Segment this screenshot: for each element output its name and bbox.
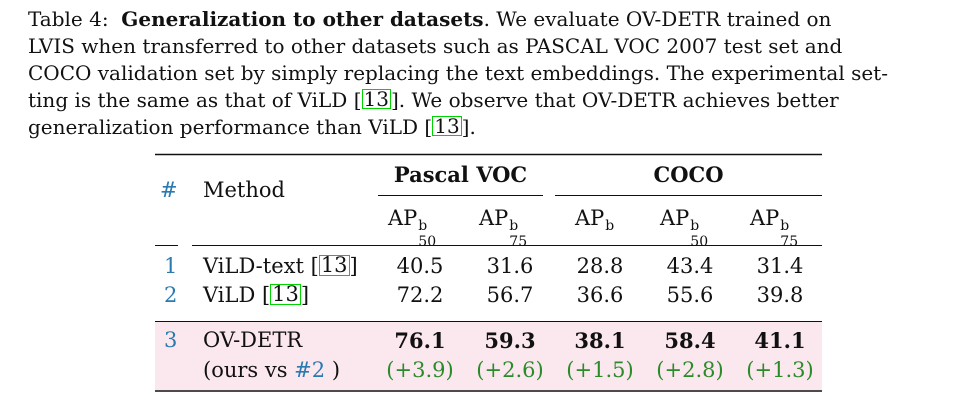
caption-line-2: LVIS when transferred to other datasets … xyxy=(28,34,843,58)
table-cell: 40.5 xyxy=(396,254,444,278)
table-cell: 72.2 xyxy=(396,283,444,307)
table-cell: 39.8 xyxy=(756,283,804,307)
caption-text: ]. We observe that OV-DETR achieves bett… xyxy=(390,88,839,112)
gain-cell: (+1.5) xyxy=(566,358,634,382)
voc-ap75-header: AP b 75 xyxy=(479,206,528,250)
caption-text: . We evaluate OV-DETR trained on xyxy=(483,7,832,31)
row-number: 2 xyxy=(164,283,178,307)
method-header: Method xyxy=(203,178,285,202)
caption-line-3: COCO validation set by simply replacing … xyxy=(28,61,888,85)
caption-label: Table 4: xyxy=(28,7,109,31)
gain-cell: (+3.9) xyxy=(386,358,454,382)
gain-cell: (+1.3) xyxy=(746,358,814,382)
ours-vs-label: (ours vs #2 ) xyxy=(203,358,341,382)
citation-link[interactable]: 13 xyxy=(270,284,301,305)
coco-ap-header: AP b xyxy=(575,206,615,234)
table-cell: 56.7 xyxy=(486,283,534,307)
row-ref-link[interactable]: #2 xyxy=(294,358,326,382)
caption-text: ]. xyxy=(461,115,476,139)
table-cell: 31.6 xyxy=(486,254,534,278)
voc-ap50-header: AP b 50 xyxy=(388,206,437,250)
row-number: 3 xyxy=(164,328,178,352)
coco-ap50-header: AP b 50 xyxy=(660,206,709,250)
gain-cell: (+2.6) xyxy=(476,358,544,382)
method-cell: ViLD-text [13] xyxy=(203,253,358,278)
caption-text: generalization performance than ViLD [ xyxy=(28,115,433,139)
gain-cell: (+2.8) xyxy=(656,358,724,382)
table-cell: 59.3 xyxy=(484,328,536,353)
caption-text: ting is the same as that of ViLD [ xyxy=(28,88,362,112)
ours-highlight xyxy=(155,322,822,390)
citation-number: 13 xyxy=(434,114,460,138)
table-cell: 43.4 xyxy=(666,254,714,278)
method-cell: ViLD [13] xyxy=(203,282,310,307)
table-caption: Table 4: Generalization to other dataset… xyxy=(28,6,948,141)
citation-link[interactable]: 13 xyxy=(432,114,462,138)
citation-link[interactable]: 13 xyxy=(361,87,391,111)
table-cell: 41.1 xyxy=(754,328,806,353)
table-cell: 76.1 xyxy=(394,328,446,353)
caption-line-4: ting is the same as that of ViLD [13]. W… xyxy=(28,87,948,114)
caption-line-1: Table 4: Generalization to other dataset… xyxy=(28,6,948,33)
table-cell: 28.8 xyxy=(576,254,624,278)
hash-header: # xyxy=(160,178,178,202)
pascal-voc-header: Pascal VOC xyxy=(393,162,528,187)
row-number: 1 xyxy=(164,254,178,278)
table-cell: 58.4 xyxy=(664,328,716,353)
citation-number: 13 xyxy=(363,87,389,111)
citation-number: 13 xyxy=(320,253,348,277)
method-cell: OV-DETR xyxy=(203,328,303,352)
table-cell: 36.6 xyxy=(576,283,624,307)
table-cell: 55.6 xyxy=(666,283,714,307)
coco-header: COCO xyxy=(653,162,724,187)
citation-number: 13 xyxy=(272,282,299,306)
table-cell: 31.4 xyxy=(756,254,804,278)
caption-line-5: generalization performance than ViLD [13… xyxy=(28,114,948,141)
table-cell: 38.1 xyxy=(574,328,626,353)
caption-title: Generalization to other datasets xyxy=(121,7,484,31)
coco-ap75-header: AP b 75 xyxy=(750,206,799,250)
citation-link[interactable]: 13 xyxy=(318,253,350,277)
